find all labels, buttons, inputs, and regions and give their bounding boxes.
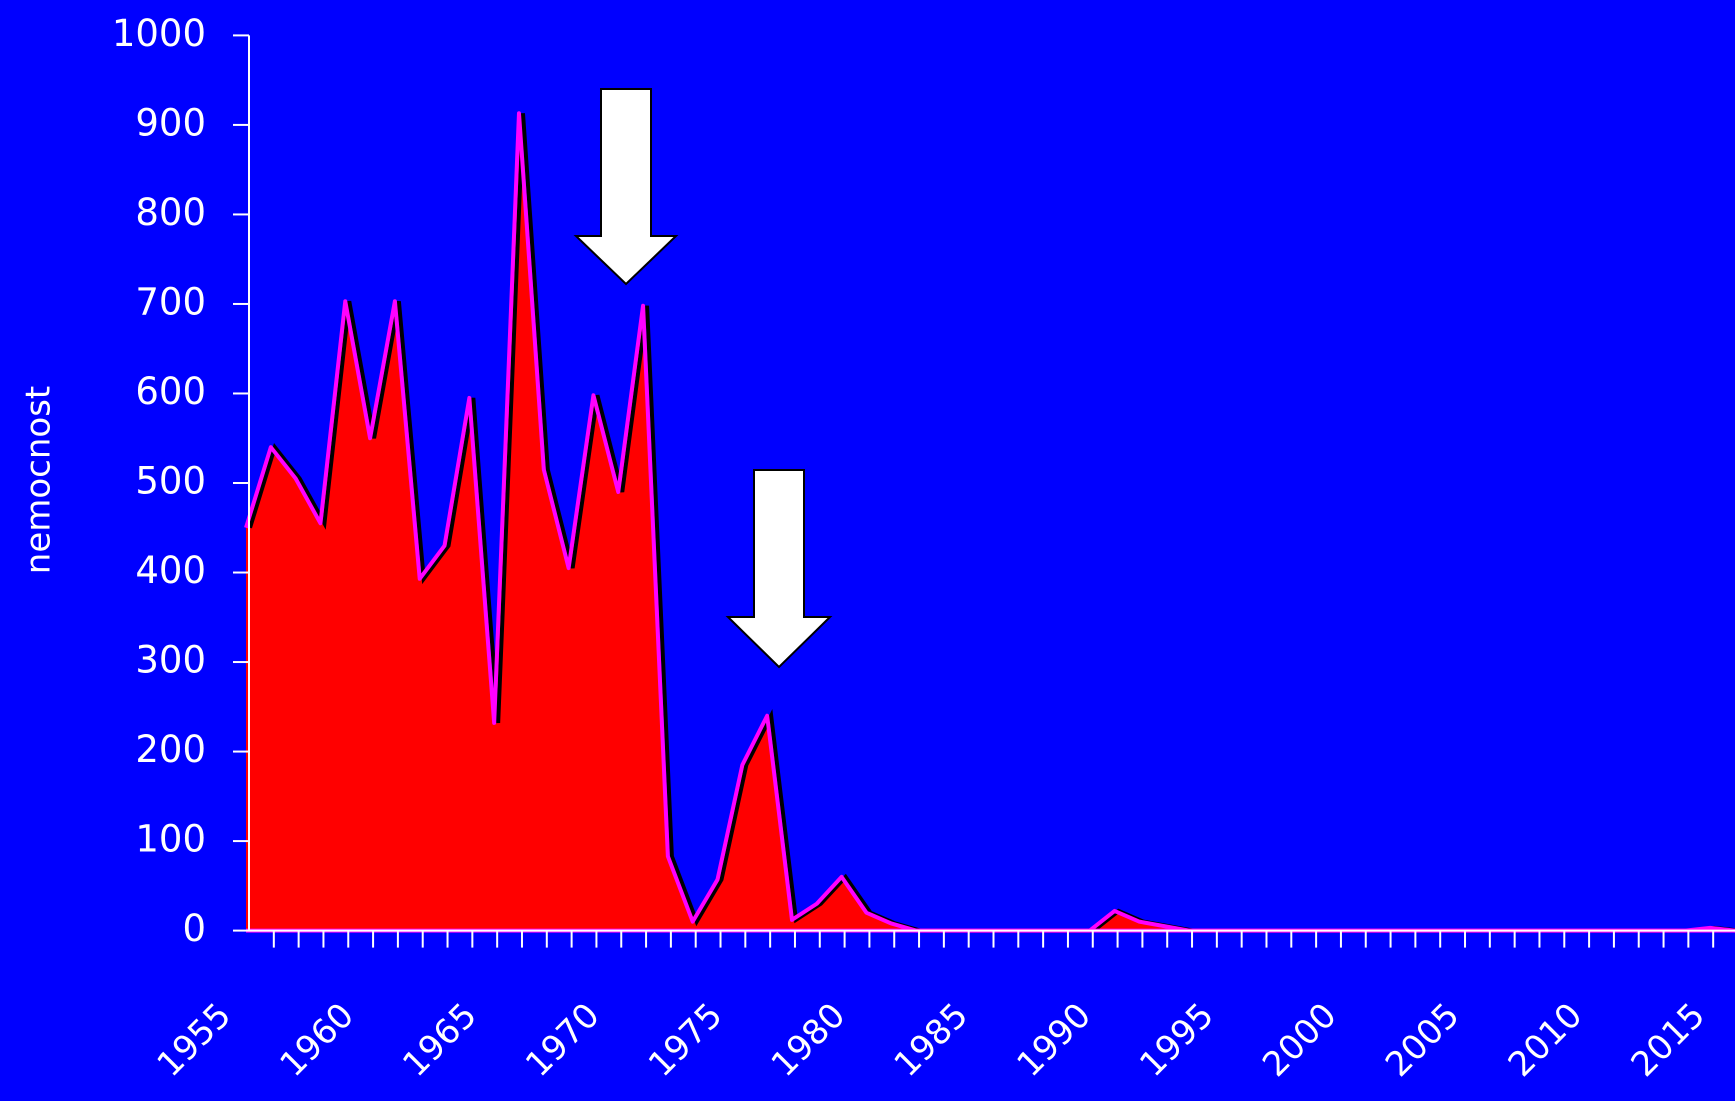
y-tick-label: 500 [135, 460, 206, 503]
y-tick-label: 1000 [112, 12, 206, 55]
y-tick-label: 300 [135, 639, 206, 682]
y-tick-label: 600 [135, 370, 206, 413]
y-tick-label: 200 [135, 728, 206, 771]
y-tick-label: 900 [135, 101, 206, 144]
y-tick-label: 800 [135, 191, 206, 234]
area [246, 113, 1735, 931]
arrow [725, 469, 833, 669]
arrow [573, 88, 679, 286]
y-tick-label: 0 [182, 907, 206, 950]
y-tick-label: 100 [135, 818, 206, 861]
y-tick-label: 700 [135, 280, 206, 323]
y-axis-label: nemocnost [19, 386, 59, 574]
y-tick-label: 400 [135, 549, 206, 592]
